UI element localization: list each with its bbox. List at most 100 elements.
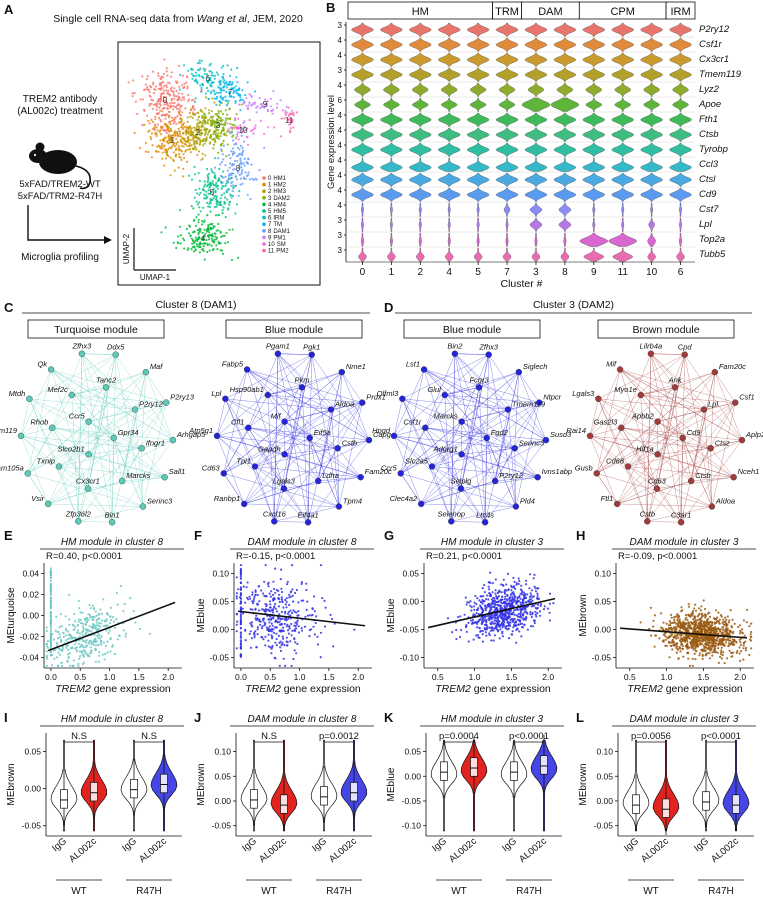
scatter-point: [330, 614, 332, 616]
scatter-point: [240, 617, 242, 619]
scatter-point: [492, 622, 494, 624]
scatter-point: [662, 627, 664, 629]
scatter-point: [543, 608, 545, 610]
umap-point: [223, 192, 225, 194]
umap-point: [211, 199, 213, 201]
umap-point: [190, 131, 192, 133]
group-label: IRM: [670, 6, 690, 18]
umap-point: [165, 149, 167, 151]
scatter-point: [254, 609, 256, 611]
umap-point: [145, 142, 147, 144]
umap-point: [171, 87, 173, 89]
scatter-point: [493, 639, 495, 641]
network-gene-label: Selplg: [451, 477, 473, 486]
scatter-point: [68, 594, 70, 596]
network-gene-label: Mtdh: [9, 389, 26, 398]
umap-point: [284, 112, 286, 114]
network-gene-label: Gas2l3: [594, 418, 619, 427]
scatter-point: [668, 656, 670, 658]
scatter-point: [725, 619, 727, 621]
network-node: [678, 519, 684, 525]
gene-label: Tmem119: [699, 69, 742, 80]
scatter-point: [521, 608, 523, 610]
umap-point: [202, 248, 204, 250]
network-node: [655, 419, 661, 425]
scatter-point: [289, 640, 291, 642]
network-gene-label: Ctsz: [715, 438, 730, 447]
umap-point: [179, 74, 181, 76]
x-tick-label: 2.0: [352, 672, 364, 682]
umap-point: [128, 81, 130, 83]
network-node: [132, 406, 138, 412]
umap-point: [187, 94, 189, 96]
network-gene-label: Cd9: [687, 428, 702, 437]
umap-point: [220, 197, 222, 199]
network-gene-label: Rhob: [30, 418, 48, 427]
umap-point: [236, 113, 238, 115]
network-node: [86, 419, 92, 425]
umap-point: [230, 150, 232, 152]
scatter-point: [513, 595, 515, 597]
scatter-point: [295, 625, 297, 627]
scatter-point: [246, 597, 248, 599]
umap-point: [195, 79, 197, 81]
network-node: [654, 486, 660, 492]
scatter-point: [261, 627, 263, 629]
legend-entry: 9PM1: [268, 235, 286, 241]
scatter-point: [494, 634, 496, 636]
umap-point: [194, 197, 196, 199]
scatter-point: [490, 594, 492, 596]
scatter-point: [251, 594, 253, 596]
x-tick-label: 9: [591, 267, 597, 278]
umap-point: [203, 221, 205, 223]
umap-point: [193, 230, 195, 232]
network-node: [648, 351, 654, 357]
scatter-point: [105, 625, 107, 627]
umap-point: [175, 142, 177, 144]
scatter-point: [272, 581, 274, 583]
legend-name: PM1: [273, 235, 286, 241]
scatter-point: [320, 564, 322, 566]
network-gene-label: Ifngr1: [146, 438, 165, 447]
umap-point: [176, 115, 178, 117]
scatter-point: [89, 640, 91, 642]
scatter-point: [526, 613, 528, 615]
umap-point: [172, 108, 174, 110]
umap-point: [159, 139, 161, 141]
umap-point: [208, 173, 210, 175]
scatter-point: [240, 598, 242, 600]
y-tick-label: 4: [338, 81, 343, 90]
scatter-point: [471, 623, 473, 625]
scatter-point: [737, 626, 739, 628]
umap-point: [251, 96, 253, 98]
scatter-point: [254, 634, 256, 636]
umap-point: [190, 134, 192, 136]
umap-point: [207, 176, 209, 178]
umap-point: [212, 227, 214, 229]
panel-title: Cluster 8 (DAM1): [155, 299, 236, 311]
scatter-point: [67, 661, 69, 663]
scatter-point: [514, 599, 516, 601]
umap-point: [203, 68, 205, 70]
network-node: [315, 478, 321, 484]
umap-point: [223, 206, 225, 208]
umap-point: [290, 127, 292, 129]
umap-point: [163, 58, 165, 60]
umap-point: [149, 95, 151, 97]
scatter-point: [68, 618, 70, 620]
legend-dot: [262, 183, 266, 187]
umap-point: [213, 138, 215, 140]
network-gene-label: Gusb: [575, 463, 593, 472]
umap-point: [162, 108, 164, 110]
umap-point: [223, 89, 225, 91]
scatter-point: [240, 644, 242, 646]
scatter-point: [503, 605, 505, 607]
scatter-point: [125, 633, 127, 635]
scatter-point: [100, 642, 102, 644]
umap-point: [205, 140, 207, 142]
scatter-point: [476, 612, 478, 614]
umap-point: [155, 150, 157, 152]
scatter-point: [296, 623, 298, 625]
umap-point: [238, 190, 240, 192]
umap-point: [184, 107, 186, 109]
